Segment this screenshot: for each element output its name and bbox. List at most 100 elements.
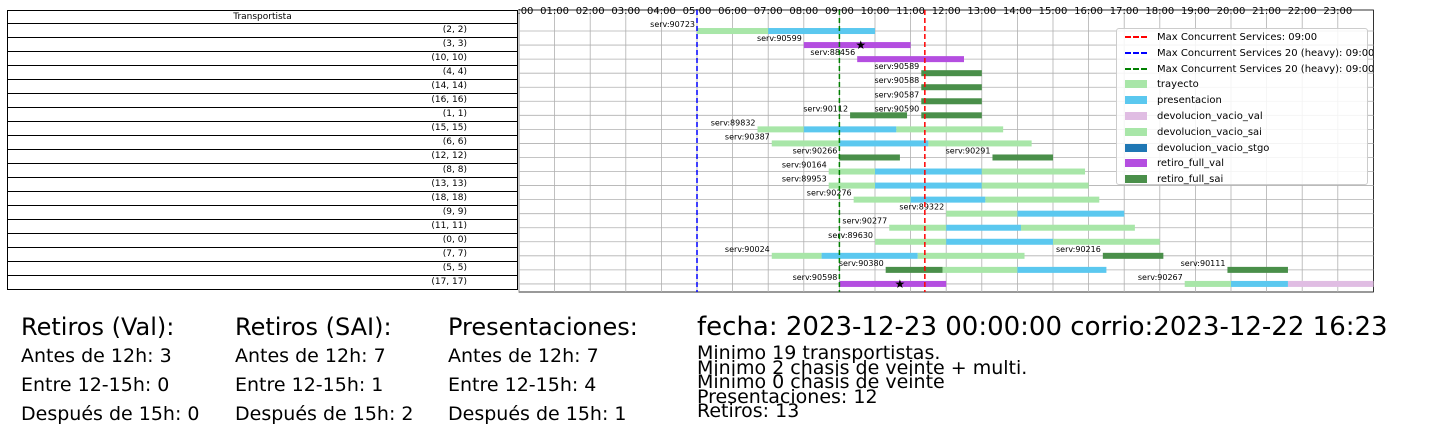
service-label: serv:90112 [803,104,848,113]
legend-item: retiro_full_val [1125,157,1224,171]
service-label: serv:90723 [650,20,695,29]
table-header-label: Transportista [233,12,292,22]
service-label: serv:90276 [807,189,852,198]
legend-item: devolucion_vacio_val [1125,110,1263,124]
x-tick-label: 10:00 [861,6,890,17]
gantt-bar-retiro_full_sai [885,266,943,273]
legend-label: Max Concurrent Services 20 (heavy): 09:0… [1157,63,1375,75]
table-row: (0, 0) [7,234,518,248]
gantt-bar-retiro_full_val [839,280,947,287]
legend-item: retiro_full_sai [1125,173,1223,187]
legend-item: devolucion_vacio_stgo [1125,142,1269,156]
star-marker: ★ [895,277,906,291]
legend-line [1125,51,1147,54]
service-label: serv:90599 [757,34,802,43]
gantt-bar-trayecto [771,140,840,147]
legend-patch [1125,80,1147,89]
info-line: Minimo 2 chasis de veinte + multi. [697,356,1028,379]
stats-line: Antes de 12h: 7 [235,345,386,367]
legend-patch [1125,143,1147,152]
transportista-table: Transportista (2, 2) (3, 3) (10, 10) (4, 4)… [7,10,518,293]
gantt-bar-trayecto [917,252,1025,259]
legend-patch [1125,96,1147,105]
gantt-bar-retiro_full_sai [921,84,982,91]
service-label: serv:90588 [874,76,919,85]
gantt-bar-trayecto [1184,280,1231,287]
gantt-bar-trayecto [896,126,1004,133]
service-label: serv:90216 [1056,245,1101,254]
service-label: serv:90590 [874,104,919,113]
x-tick-label: 16:00 [1074,6,1103,17]
table-row: (6, 6) [7,136,518,150]
gantt-bar-retiro_full_val [803,42,911,49]
stats-line: Antes de 12h: 3 [21,345,172,367]
gantt-bar-trayecto [985,196,1100,203]
gantt-bar-retiro_full_sai [921,70,982,77]
stats-title: Retiros (SAI): [235,313,392,341]
legend-item: devolucion_vacio_sai [1125,126,1262,140]
service-label: serv:90387 [725,132,770,141]
service-label: serv:88456 [810,48,855,57]
service-label: serv:90164 [782,161,827,170]
table-row: (9, 9) [7,206,518,220]
table-row: (1, 1) [7,108,518,122]
table-row: (11, 11) [7,220,518,234]
legend-label: devolucion_vacio_val [1157,111,1263,122]
gantt-bar-trayecto [981,168,1086,175]
stats-line: Entre 12-15h: 1 [235,374,384,396]
chart-legend: Max Concurrent Services: 09:00 Max Concur… [1116,28,1374,187]
service-label: serv:89322 [899,203,944,212]
x-tick-label: 00:00 [518,6,533,17]
x-tick-label: 08:00 [789,6,818,17]
legend-line [1125,36,1147,38]
info-line: Retiros: 13 [697,400,800,422]
stats-retiros-val: Retiros (Val): Antes de 12h: 3 Entre 12-… [21,312,200,429]
gantt-bar-trayecto [771,252,822,259]
stats-presentaciones: Presentaciones: Antes de 12h: 7 Entre 12… [448,312,638,429]
gantt-bar-presentacion [821,252,918,259]
gantt-bar-trayecto [853,196,911,203]
gantt-bar-presentacion [1231,280,1288,287]
service-label: serv:90598 [793,273,838,282]
stats-line: Después de 15h: 1 [448,403,627,425]
table-row: (5, 5) [7,262,518,276]
gantt-bar-presentacion [803,126,897,133]
table-row: (13, 13) [7,178,518,192]
gantt-bar-retiro_full_val [857,56,964,63]
gantt-bar-trayecto [928,140,1032,147]
gantt-bar-presentacion [1017,266,1107,273]
info-line: Presentaciones: 12 [697,385,878,408]
table-row: (12, 12) [7,150,518,164]
x-tick-label: 02:00 [576,6,605,17]
table-row: (2, 2) [7,24,518,38]
star-marker: ★ [855,38,866,52]
service-label: serv:90587 [874,90,919,99]
gantt-bar-trayecto [942,266,1018,273]
gantt-bar-presentacion [875,182,982,189]
info-line: Minimo 0 chasis de veinte [697,371,945,393]
legend-label: devolucion_vacio_stgo [1157,142,1270,154]
service-label: serv:90589 [874,62,919,71]
service-label: serv:90111 [1181,259,1226,268]
table-row: (4, 4) [7,66,518,80]
table-row: (15, 15) [7,122,518,136]
service-label: serv:90267 [1138,273,1183,282]
stats-line: Entre 12-15h: 4 [448,374,597,396]
gantt-bar-trayecto [757,126,804,133]
table-row: (3, 3) [7,38,518,52]
run-date-title: fecha: 2023-12-23 00:00:00 corrio:2023-1… [697,312,1388,342]
gantt-bar-trayecto [889,224,947,231]
table-header: Transportista [7,10,518,24]
table-row: (16, 16) [7,94,518,108]
gantt-bar-retiro_full_sai [1227,266,1288,273]
legend-item: Max Concurrent Services: 09:00 [1125,31,1317,45]
legend-item: presentacion [1125,94,1222,108]
stats-title: Presentaciones: [448,313,638,341]
stats-line: Entre 12-15h: 0 [21,374,170,396]
service-label: serv:89630 [828,231,873,240]
gantt-bar-trayecto [981,182,1089,189]
table-row: (18, 18) [7,192,518,206]
gantt-bar-retiro_full_sai [921,98,982,105]
service-label: serv:90291 [946,146,991,155]
gantt-bar-trayecto [1020,224,1135,231]
